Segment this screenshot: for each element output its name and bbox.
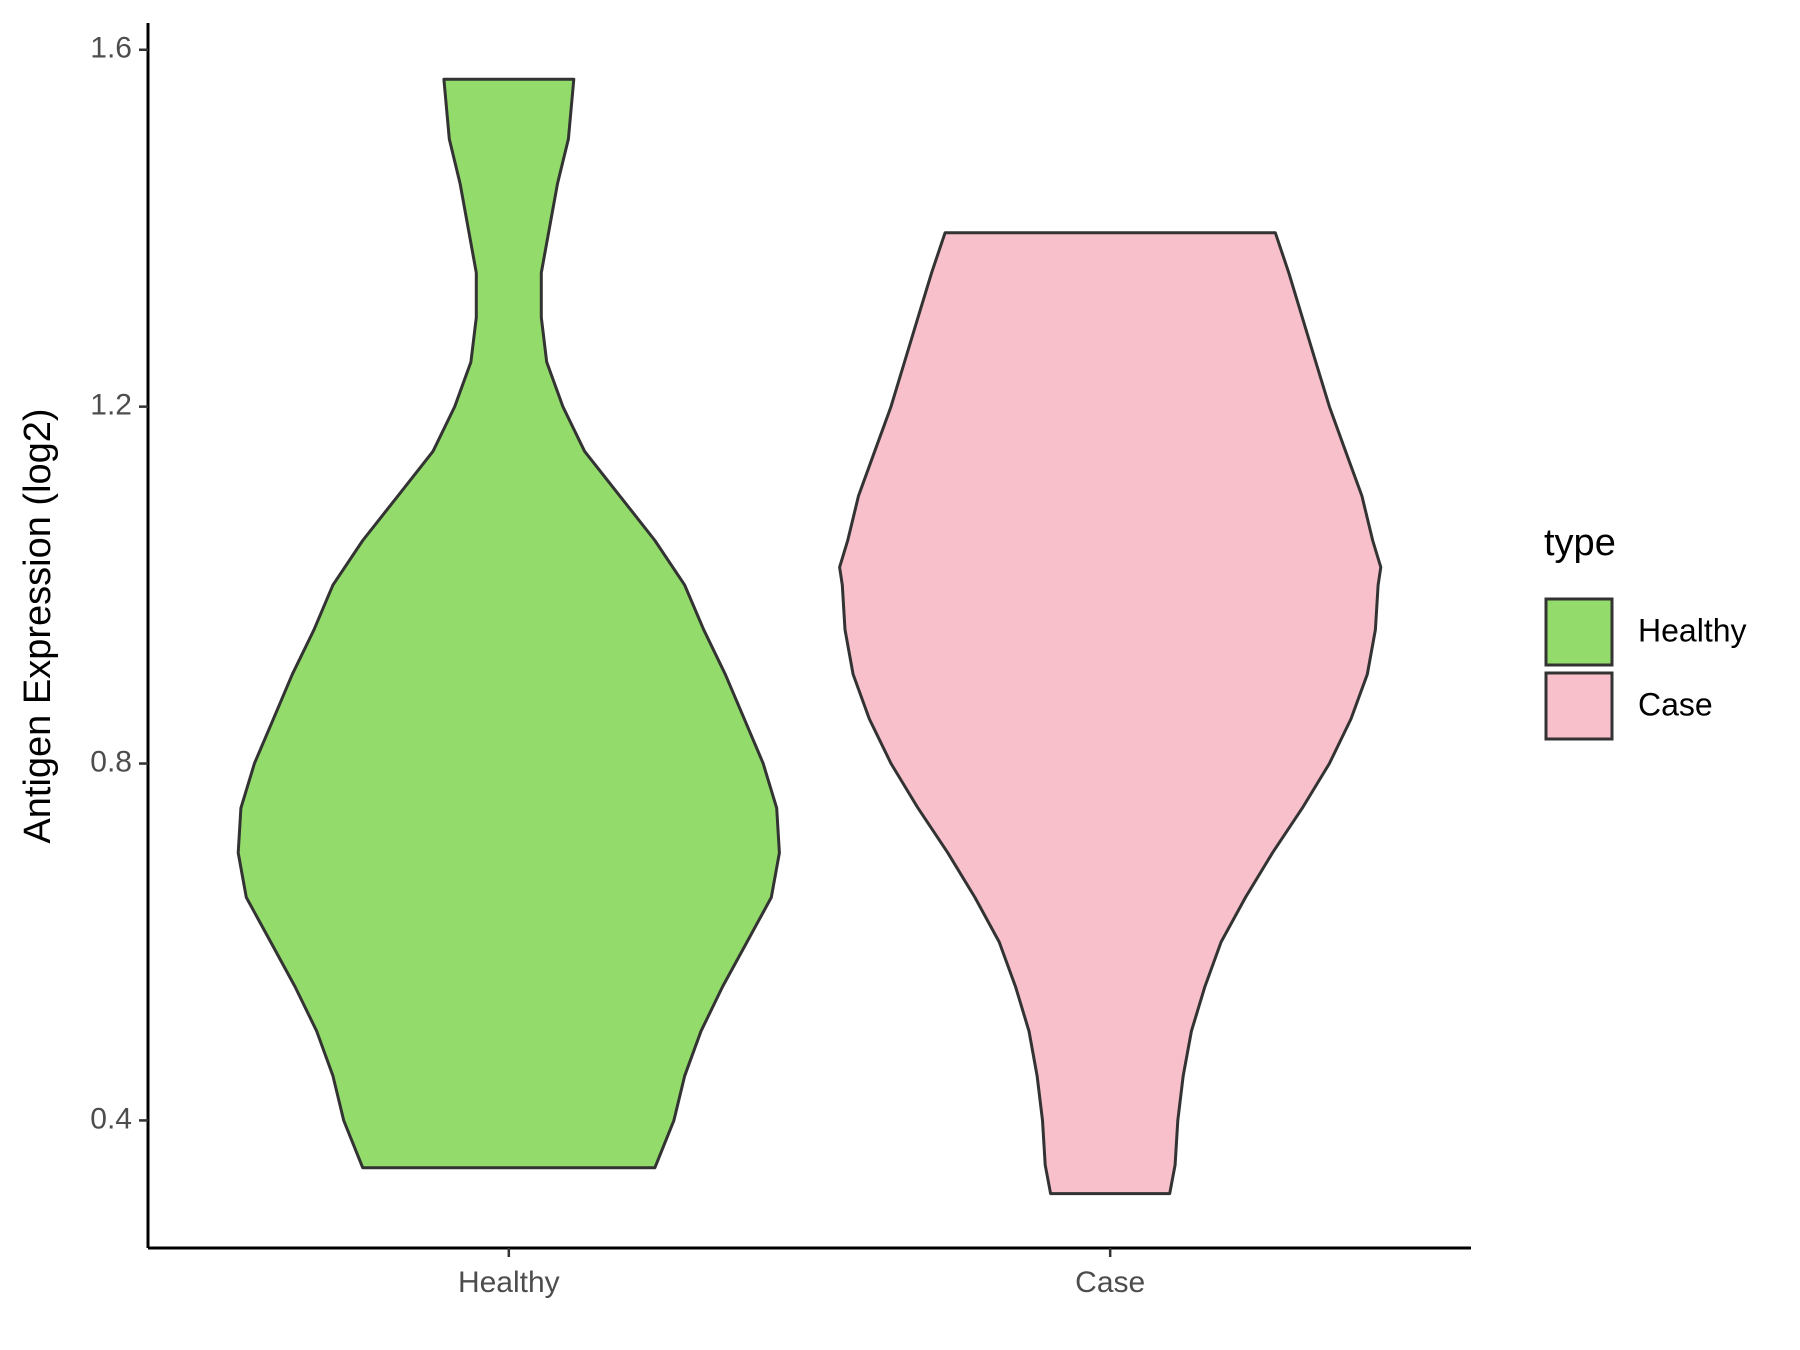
legend-label: Healthy bbox=[1638, 612, 1747, 648]
legend-key bbox=[1544, 597, 1614, 667]
y-tick-label: 0.8 bbox=[90, 745, 132, 778]
y-axis-title: Antigen Expression (log2) bbox=[17, 408, 59, 843]
legend-key bbox=[1544, 671, 1614, 741]
violin bbox=[838, 231, 1383, 1196]
y-tick-label: 1.2 bbox=[90, 389, 132, 422]
y-tick-label: 0.4 bbox=[90, 1102, 132, 1135]
x-tick-label: Healthy bbox=[458, 1266, 560, 1299]
violin bbox=[236, 77, 781, 1170]
y-tick-label: 1.6 bbox=[90, 32, 132, 65]
legend-label: Case bbox=[1638, 686, 1713, 722]
x-tick-label: Case bbox=[1075, 1266, 1145, 1299]
legend-title: type bbox=[1544, 522, 1616, 564]
